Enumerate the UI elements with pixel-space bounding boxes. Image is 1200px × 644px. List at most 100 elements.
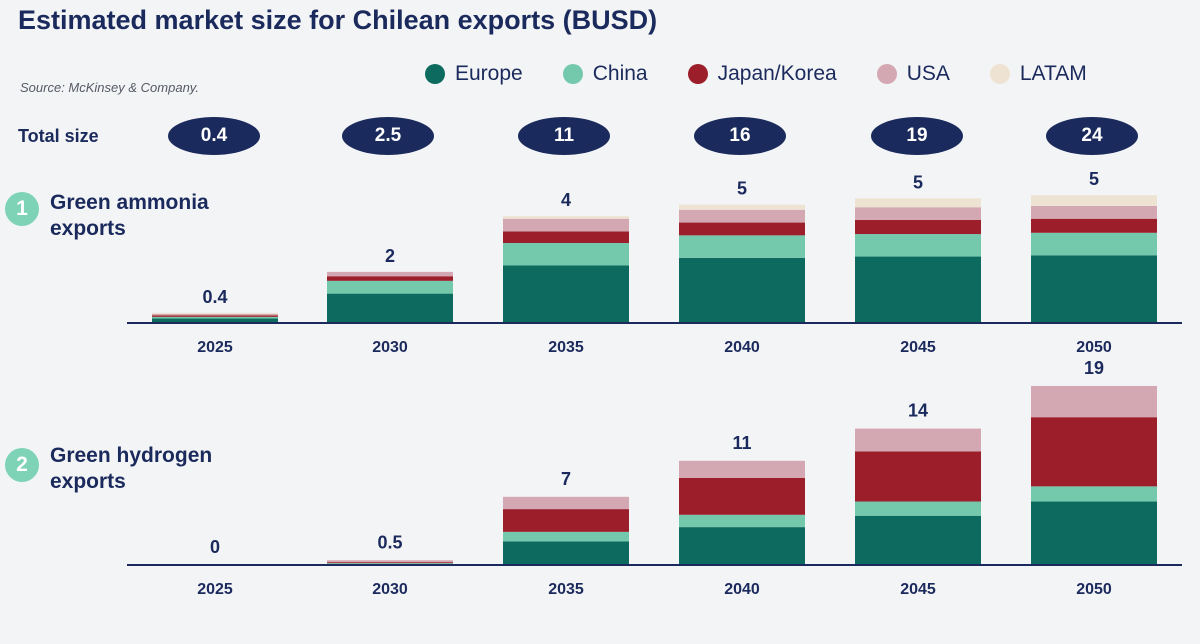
green-hydrogen-exports-total-label-2050: 19: [1084, 358, 1104, 378]
green-hydrogen-exports-bar-usa-2045: [855, 428, 981, 452]
green-hydrogen-exports-tick-label-2045: 2045: [900, 581, 936, 598]
green-ammonia-exports-bar-europe-2040: [679, 257, 805, 323]
green-hydrogen-exports-bar-japan-korea-2050: [1031, 417, 1157, 487]
green-ammonia-exports-total-label-2030: 2: [385, 246, 395, 266]
section-number-hydrogen: 2: [5, 448, 39, 482]
green-ammonia-exports-total-label-2045: 5: [913, 172, 923, 192]
green-ammonia-exports-total-label-2025: 0.4: [202, 287, 227, 307]
total-pill-2045: 19: [871, 117, 963, 155]
legend-swatch-china: [562, 64, 583, 84]
green-hydrogen-exports-bar-japan-korea-2040: [679, 477, 805, 515]
green-ammonia-exports-bar-japan-korea-2050: [1031, 218, 1157, 233]
legend-label-europe: Europe: [455, 62, 523, 85]
green-ammonia-exports-bar-europe-2045: [855, 256, 981, 323]
legend-item-japan-korea: Japan/Korea: [687, 62, 837, 86]
green-hydrogen-exports-bar-china-2045: [855, 501, 981, 516]
green-ammonia-exports-bar-china-2030: [327, 280, 453, 294]
total-size-label: Total size: [18, 126, 99, 146]
green-hydrogen-exports-bar-japan-korea-2030: [327, 562, 453, 564]
green-ammonia-exports-total-label-2035: 4: [561, 190, 571, 210]
green-ammonia-exports-bar-latam-2025: [152, 312, 278, 314]
green-ammonia-exports-bar-japan-korea-2035: [503, 231, 629, 244]
green-ammonia-exports-bar-japan-korea-2025: [152, 315, 278, 317]
total-pill-2050: 24: [1046, 117, 1138, 155]
green-hydrogen-exports-total-label-2035: 7: [561, 469, 571, 489]
green-hydrogen-exports-bar-japan-korea-2035: [503, 509, 629, 532]
legend-label-latam: LATAM: [1019, 62, 1087, 85]
green-ammonia-exports-bar-europe-2030: [327, 293, 453, 323]
green-ammonia-exports-bar-usa-2025: [152, 313, 278, 316]
green-ammonia-exports-bar-china-2025: [152, 316, 278, 319]
green-hydrogen-exports-bar-japan-korea-2045: [855, 451, 981, 502]
legend-item-china: China: [562, 62, 648, 86]
green-hydrogen-exports-total-label-2025: 0: [210, 537, 220, 557]
green-hydrogen-exports-tick-label-2040: 2040: [724, 581, 760, 598]
green-ammonia-exports-tick-label-2045: 2045: [900, 339, 936, 356]
green-ammonia-exports-bar-china-2045: [855, 234, 981, 257]
legend-label-usa: USA: [906, 62, 950, 85]
green-ammonia-exports-tick-label-2050: 2050: [1076, 339, 1112, 356]
green-ammonia-exports-tick-label-2035: 2035: [548, 339, 584, 356]
green-hydrogen-exports-total-label-2030: 0.5: [377, 532, 402, 552]
green-hydrogen-exports-tick-label-2030: 2030: [372, 581, 408, 598]
legend-swatch-europe: [425, 64, 445, 84]
green-ammonia-exports-bar-latam-2050: [1031, 195, 1157, 206]
green-hydrogen-exports-bar-europe-2035: [503, 541, 629, 565]
green-ammonia-exports-bar-china-2035: [503, 243, 629, 266]
green-ammonia-exports-total-label-2050: 5: [1089, 169, 1099, 189]
green-hydrogen-exports-bar-china-2035: [503, 531, 629, 542]
green-ammonia-exports-bar-latam-2035: [503, 216, 629, 219]
green-hydrogen-exports-bar-china-2050: [1031, 486, 1157, 502]
green-ammonia-exports-bar-usa-2030: [327, 271, 453, 277]
legend-item-usa: USA: [876, 62, 950, 86]
green-ammonia-exports-bar-usa-2035: [503, 218, 629, 232]
green-ammonia-exports-tick-label-2030: 2030: [372, 339, 408, 356]
total-pill-2030: 2.5: [342, 117, 434, 155]
green-hydrogen-exports-bar-usa-2030: [327, 560, 453, 563]
legend-item-europe: Europe: [425, 62, 523, 86]
total-pill-2025: 0.4: [168, 117, 260, 155]
legend-label-japan-korea: Japan/Korea: [717, 62, 837, 85]
section-label-hydrogen: Green hydrogen exports: [50, 444, 213, 493]
legend-item-latam: LATAM: [989, 62, 1087, 86]
legend-swatch-latam: [989, 64, 1010, 84]
green-hydrogen-exports-bar-usa-2050: [1031, 385, 1157, 418]
green-ammonia-exports-bar-usa-2045: [855, 207, 981, 221]
total-pill-2035: 11: [518, 117, 610, 155]
green-ammonia-exports-bar-japan-korea-2040: [679, 222, 805, 236]
green-ammonia-exports-bar-china-2040: [679, 235, 805, 258]
green-hydrogen-exports-bar-usa-2040: [679, 460, 805, 478]
green-hydrogen-exports-total-label-2040: 11: [732, 433, 751, 453]
green-ammonia-exports-bar-latam-2040: [679, 204, 805, 210]
green-ammonia-exports-bar-japan-korea-2030: [327, 276, 453, 281]
legend-swatch-japan-korea: [687, 64, 708, 84]
green-ammonia-exports-bar-usa-2050: [1031, 205, 1157, 219]
legend-label-china: China: [592, 62, 648, 85]
legend: Europe China Japan/Korea USA LATAM: [425, 62, 1087, 86]
section-number-ammonia: 1: [5, 192, 39, 226]
green-hydrogen-exports-bar-china-2040: [679, 514, 805, 528]
green-hydrogen-exports-tick-label-2035: 2035: [548, 581, 584, 598]
green-ammonia-exports-bar-usa-2040: [679, 209, 805, 223]
green-hydrogen-exports-total-label-2045: 14: [908, 401, 928, 421]
green-hydrogen-exports-tick-label-2050: 2050: [1076, 581, 1112, 598]
green-hydrogen-exports-bar-usa-2035: [503, 496, 629, 510]
source-note: Source: McKinsey & Company.: [20, 80, 199, 95]
green-ammonia-exports-tick-label-2025: 2025: [197, 339, 233, 356]
green-ammonia-exports-bar-latam-2045: [855, 198, 981, 208]
green-hydrogen-exports-tick-label-2025: 2025: [197, 581, 233, 598]
total-pill-2040: 16: [694, 117, 786, 155]
green-ammonia-exports-bar-china-2050: [1031, 232, 1157, 256]
section-label-ammonia: Green ammonia exports: [50, 191, 209, 240]
green-ammonia-exports-bar-europe-2050: [1031, 255, 1157, 323]
green-hydrogen-exports-bar-europe-2040: [679, 527, 805, 565]
green-ammonia-exports-bar-japan-korea-2045: [855, 220, 981, 235]
green-hydrogen-exports-bar-europe-2045: [855, 515, 981, 565]
legend-swatch-usa: [876, 64, 897, 84]
green-hydrogen-exports-bar-china-2030: [327, 563, 453, 565]
green-ammonia-exports-total-label-2040: 5: [737, 179, 747, 199]
green-ammonia-exports-bar-europe-2025: [152, 318, 278, 323]
page-title: Estimated market size for Chilean export…: [18, 5, 658, 35]
green-hydrogen-exports-bar-europe-2050: [1031, 501, 1157, 565]
